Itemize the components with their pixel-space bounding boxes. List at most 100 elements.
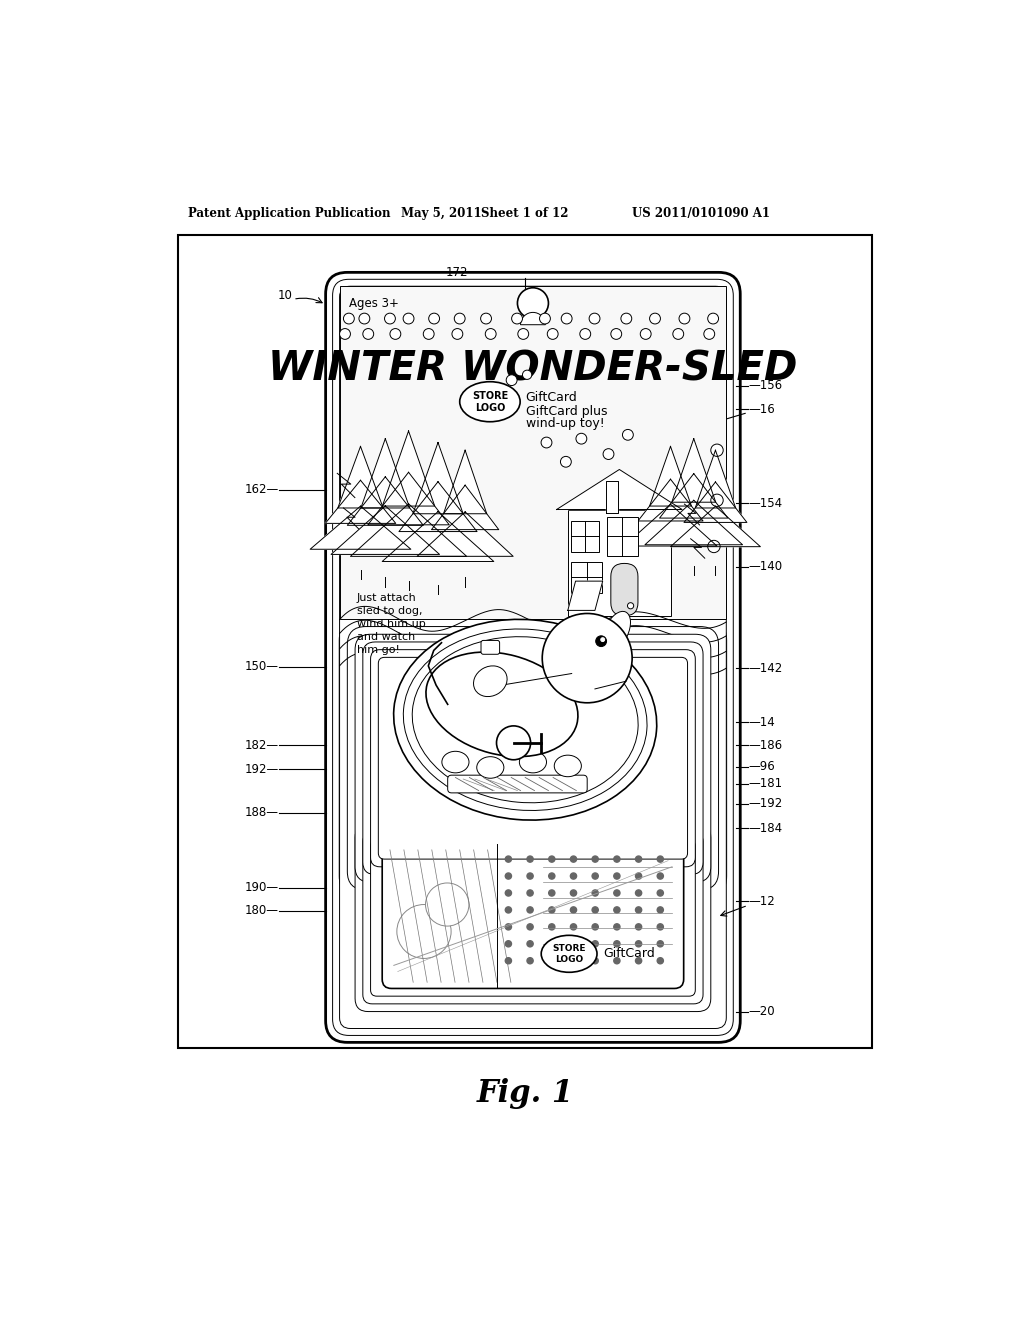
Bar	[178, 235, 872, 1048]
Polygon shape	[360, 438, 410, 508]
Polygon shape	[671, 507, 761, 546]
FancyBboxPatch shape	[362, 832, 703, 1003]
FancyBboxPatch shape	[362, 642, 703, 875]
FancyBboxPatch shape	[340, 286, 726, 1028]
Circle shape	[613, 890, 620, 896]
Circle shape	[570, 958, 577, 964]
Circle shape	[385, 313, 395, 323]
Polygon shape	[431, 486, 499, 529]
Polygon shape	[649, 446, 691, 506]
FancyBboxPatch shape	[340, 619, 726, 898]
Ellipse shape	[554, 755, 582, 776]
Circle shape	[673, 329, 684, 339]
Circle shape	[570, 907, 577, 913]
Circle shape	[497, 726, 530, 760]
Circle shape	[592, 924, 598, 929]
Text: —181: —181	[748, 777, 782, 791]
FancyBboxPatch shape	[611, 564, 638, 615]
Bar	[607, 517, 638, 556]
Circle shape	[359, 313, 370, 323]
Polygon shape	[417, 512, 513, 556]
Text: STORE
LOGO: STORE LOGO	[552, 944, 586, 964]
Circle shape	[549, 924, 555, 929]
Circle shape	[527, 890, 534, 896]
Text: —96: —96	[748, 760, 775, 774]
FancyBboxPatch shape	[447, 775, 587, 793]
Circle shape	[517, 288, 549, 318]
Polygon shape	[347, 477, 423, 525]
Circle shape	[657, 857, 664, 862]
Circle shape	[429, 313, 439, 323]
Text: 192—: 192—	[245, 763, 280, 776]
Circle shape	[636, 941, 642, 946]
Circle shape	[592, 857, 598, 862]
Circle shape	[636, 857, 642, 862]
FancyBboxPatch shape	[378, 657, 687, 859]
Circle shape	[549, 907, 555, 913]
Circle shape	[390, 329, 400, 339]
Circle shape	[506, 375, 517, 385]
Circle shape	[657, 890, 664, 896]
Circle shape	[505, 958, 511, 964]
Polygon shape	[399, 482, 477, 532]
Circle shape	[636, 924, 642, 929]
Text: —156: —156	[748, 379, 782, 392]
Text: 188—: 188—	[245, 807, 280, 820]
Polygon shape	[624, 504, 717, 546]
Circle shape	[613, 958, 620, 964]
Text: —184: —184	[748, 822, 782, 834]
Circle shape	[570, 924, 577, 929]
Circle shape	[547, 329, 558, 339]
Circle shape	[613, 907, 620, 913]
Circle shape	[527, 907, 534, 913]
Text: Fig. 1: Fig. 1	[476, 1078, 573, 1109]
Circle shape	[603, 449, 614, 459]
Wedge shape	[520, 313, 546, 325]
Circle shape	[592, 941, 598, 946]
Ellipse shape	[403, 630, 647, 810]
Text: 10: 10	[278, 289, 293, 302]
Bar	[571, 521, 599, 552]
Circle shape	[657, 941, 664, 946]
Circle shape	[340, 329, 350, 339]
Circle shape	[403, 313, 414, 323]
Circle shape	[711, 494, 723, 507]
Text: 172: 172	[446, 265, 469, 279]
Circle shape	[561, 313, 572, 323]
FancyBboxPatch shape	[326, 272, 740, 1043]
FancyBboxPatch shape	[371, 840, 695, 997]
Circle shape	[505, 924, 511, 929]
Polygon shape	[672, 438, 716, 502]
Circle shape	[628, 603, 634, 609]
Circle shape	[343, 313, 354, 323]
Text: STORE
LOGO: STORE LOGO	[472, 391, 508, 413]
Circle shape	[657, 924, 664, 929]
Circle shape	[636, 873, 642, 879]
Bar	[340, 286, 726, 619]
Circle shape	[426, 883, 469, 927]
Circle shape	[636, 958, 642, 964]
Circle shape	[549, 890, 555, 896]
Circle shape	[527, 941, 534, 946]
Circle shape	[580, 329, 591, 339]
Circle shape	[480, 313, 492, 323]
Text: —12: —12	[748, 895, 775, 908]
Circle shape	[640, 329, 651, 339]
Text: —14: —14	[748, 715, 775, 729]
Circle shape	[575, 433, 587, 444]
Circle shape	[505, 857, 511, 862]
FancyBboxPatch shape	[481, 640, 500, 655]
Circle shape	[541, 437, 552, 447]
Polygon shape	[695, 450, 735, 508]
Text: GiftCard: GiftCard	[603, 948, 655, 961]
Circle shape	[397, 904, 452, 958]
Circle shape	[505, 873, 511, 879]
Ellipse shape	[473, 665, 507, 697]
Ellipse shape	[542, 936, 597, 973]
Text: —154: —154	[748, 496, 782, 510]
Polygon shape	[350, 504, 467, 556]
Text: Patent Application Publication: Patent Application Publication	[188, 207, 391, 220]
Polygon shape	[638, 479, 703, 521]
Ellipse shape	[442, 751, 469, 774]
Text: 150—: 150—	[245, 660, 280, 673]
